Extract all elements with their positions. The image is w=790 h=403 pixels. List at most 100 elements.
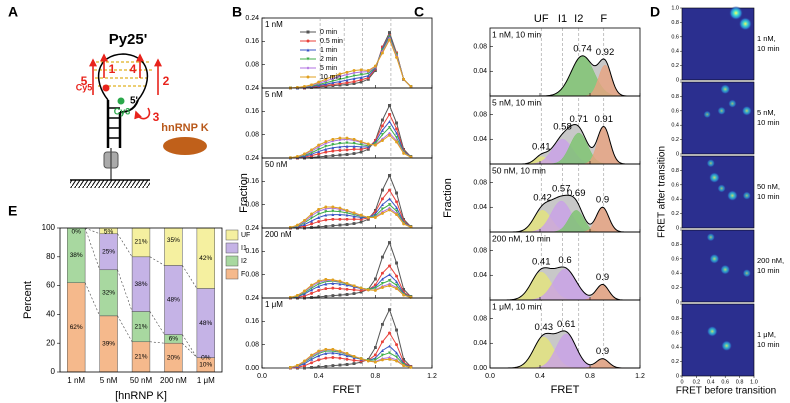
state-label: UF xyxy=(534,13,549,25)
y-tick-label: 0.2 xyxy=(671,63,679,69)
gaussian-component xyxy=(490,55,640,97)
bar-segment xyxy=(196,228,215,289)
heatmap-background xyxy=(681,229,755,303)
connector xyxy=(182,342,198,358)
spot xyxy=(706,233,715,242)
series-line xyxy=(288,277,413,299)
panel-title: 50 nM, 10 min xyxy=(492,165,546,175)
plot-frame xyxy=(261,157,433,229)
y-tick-label: 100 xyxy=(42,223,56,232)
peak-label: 0.58 xyxy=(553,121,572,132)
y-tick-label: 0.04 xyxy=(473,68,487,75)
y-tick-label: 0 xyxy=(676,299,679,305)
peak-label: 0.9 xyxy=(596,195,609,206)
spot xyxy=(717,106,726,116)
peak-label: 0.9 xyxy=(596,272,609,283)
peak-label: 0.71 xyxy=(570,114,589,125)
y-tick-label: 0.04 xyxy=(473,136,487,143)
panel-title: 10 min xyxy=(757,340,780,349)
cy3-dye xyxy=(117,97,125,105)
y-tick-label: 0 xyxy=(676,373,679,379)
spot xyxy=(706,159,715,168)
arrow-label: 1 xyxy=(109,62,116,76)
arrow-labels: 5 1 4 2 3 xyxy=(81,62,170,124)
connector xyxy=(117,269,133,312)
connector xyxy=(117,315,133,342)
hairpin-loop xyxy=(98,53,148,101)
value-label: 48% xyxy=(167,297,180,304)
peak-label: 0.92 xyxy=(596,47,615,58)
y-tick-label: 0.4 xyxy=(671,123,679,129)
connector xyxy=(196,228,197,229)
legend-label: 0 min xyxy=(320,29,337,36)
diagram-title: Py25' xyxy=(109,31,148,48)
x-tick-label: 0.8 xyxy=(736,379,744,385)
value-label: 42% xyxy=(199,255,212,262)
state-label: I1 xyxy=(558,13,567,25)
heatmap-background xyxy=(681,7,755,81)
state-label: I2 xyxy=(574,13,583,25)
loop-lines xyxy=(94,61,152,87)
series-line xyxy=(288,348,413,369)
x-axis-label: FRET xyxy=(333,384,362,396)
protein xyxy=(163,137,207,155)
panel-title: 1 μM, xyxy=(757,330,776,339)
arrow-label: 2 xyxy=(163,74,170,88)
overhang xyxy=(119,99,139,113)
envelope-line xyxy=(490,330,640,369)
y-tick-label: 0.6 xyxy=(671,34,679,40)
y-tick-label: 0.8 xyxy=(671,316,679,322)
x-tick-label: 1.2 xyxy=(427,373,437,380)
peak-label: 0.9 xyxy=(596,346,609,357)
gaussian-component xyxy=(490,333,640,369)
bar-segment xyxy=(67,228,86,283)
legend-label: 1 min xyxy=(320,47,337,54)
series-line xyxy=(288,133,413,160)
panel-title: 50 nM xyxy=(265,160,288,169)
arrow-label: 3 xyxy=(153,110,160,124)
spot xyxy=(727,190,738,202)
spot xyxy=(706,325,718,337)
y-tick-label: 0.4 xyxy=(671,197,679,203)
x-tick-label: 0.0 xyxy=(485,373,495,380)
spot xyxy=(720,264,731,275)
value-label: 39% xyxy=(102,341,115,348)
panel-title: 200 nM, 10 min xyxy=(492,233,551,243)
y-tick-label: 0.4 xyxy=(671,49,679,55)
value-label: 35% xyxy=(167,237,180,244)
y-tick-label: 0.16 xyxy=(245,38,259,45)
connector xyxy=(149,311,165,335)
x-tick-label: 50 nM xyxy=(130,376,153,385)
panel-label: C xyxy=(414,4,424,20)
arrow-label: 5 xyxy=(81,74,88,88)
value-label: 6% xyxy=(169,336,179,343)
panel-title: 5 nM xyxy=(265,90,283,99)
x-axis-label: FRET before transition xyxy=(676,386,776,397)
peak-label: 0.61 xyxy=(557,319,576,330)
series-line xyxy=(288,264,413,300)
heatmap-background xyxy=(681,303,755,377)
x-tick-label: 1 μM xyxy=(197,376,215,385)
x-tick-label: 0.4 xyxy=(314,373,324,380)
series-line xyxy=(288,34,413,90)
value-label: 21% xyxy=(134,238,147,245)
spot xyxy=(729,6,743,21)
legend-label: 2 min xyxy=(320,56,337,63)
peak-label: 0.74 xyxy=(573,43,592,54)
y-tick-label: 0.00 xyxy=(245,365,259,372)
protein-label: hnRNP K xyxy=(161,122,209,134)
legend-swatch xyxy=(225,255,239,267)
peak-label: 0.42 xyxy=(533,193,552,204)
y-tick-label: 0.2 xyxy=(671,211,679,217)
plot-frame xyxy=(59,227,223,373)
y-tick-label: 60 xyxy=(46,281,55,290)
y-tick-label: 0.08 xyxy=(473,247,487,254)
surface xyxy=(70,180,150,188)
x-tick-label: 0.6 xyxy=(721,379,729,385)
y-tick-label: 0 xyxy=(51,367,56,376)
y-tick-label: 0.08 xyxy=(245,62,259,69)
legend-swatch xyxy=(225,242,239,254)
peak-label: 0.69 xyxy=(567,188,586,199)
legend-label: 10 min xyxy=(320,74,341,81)
connector xyxy=(149,341,165,344)
